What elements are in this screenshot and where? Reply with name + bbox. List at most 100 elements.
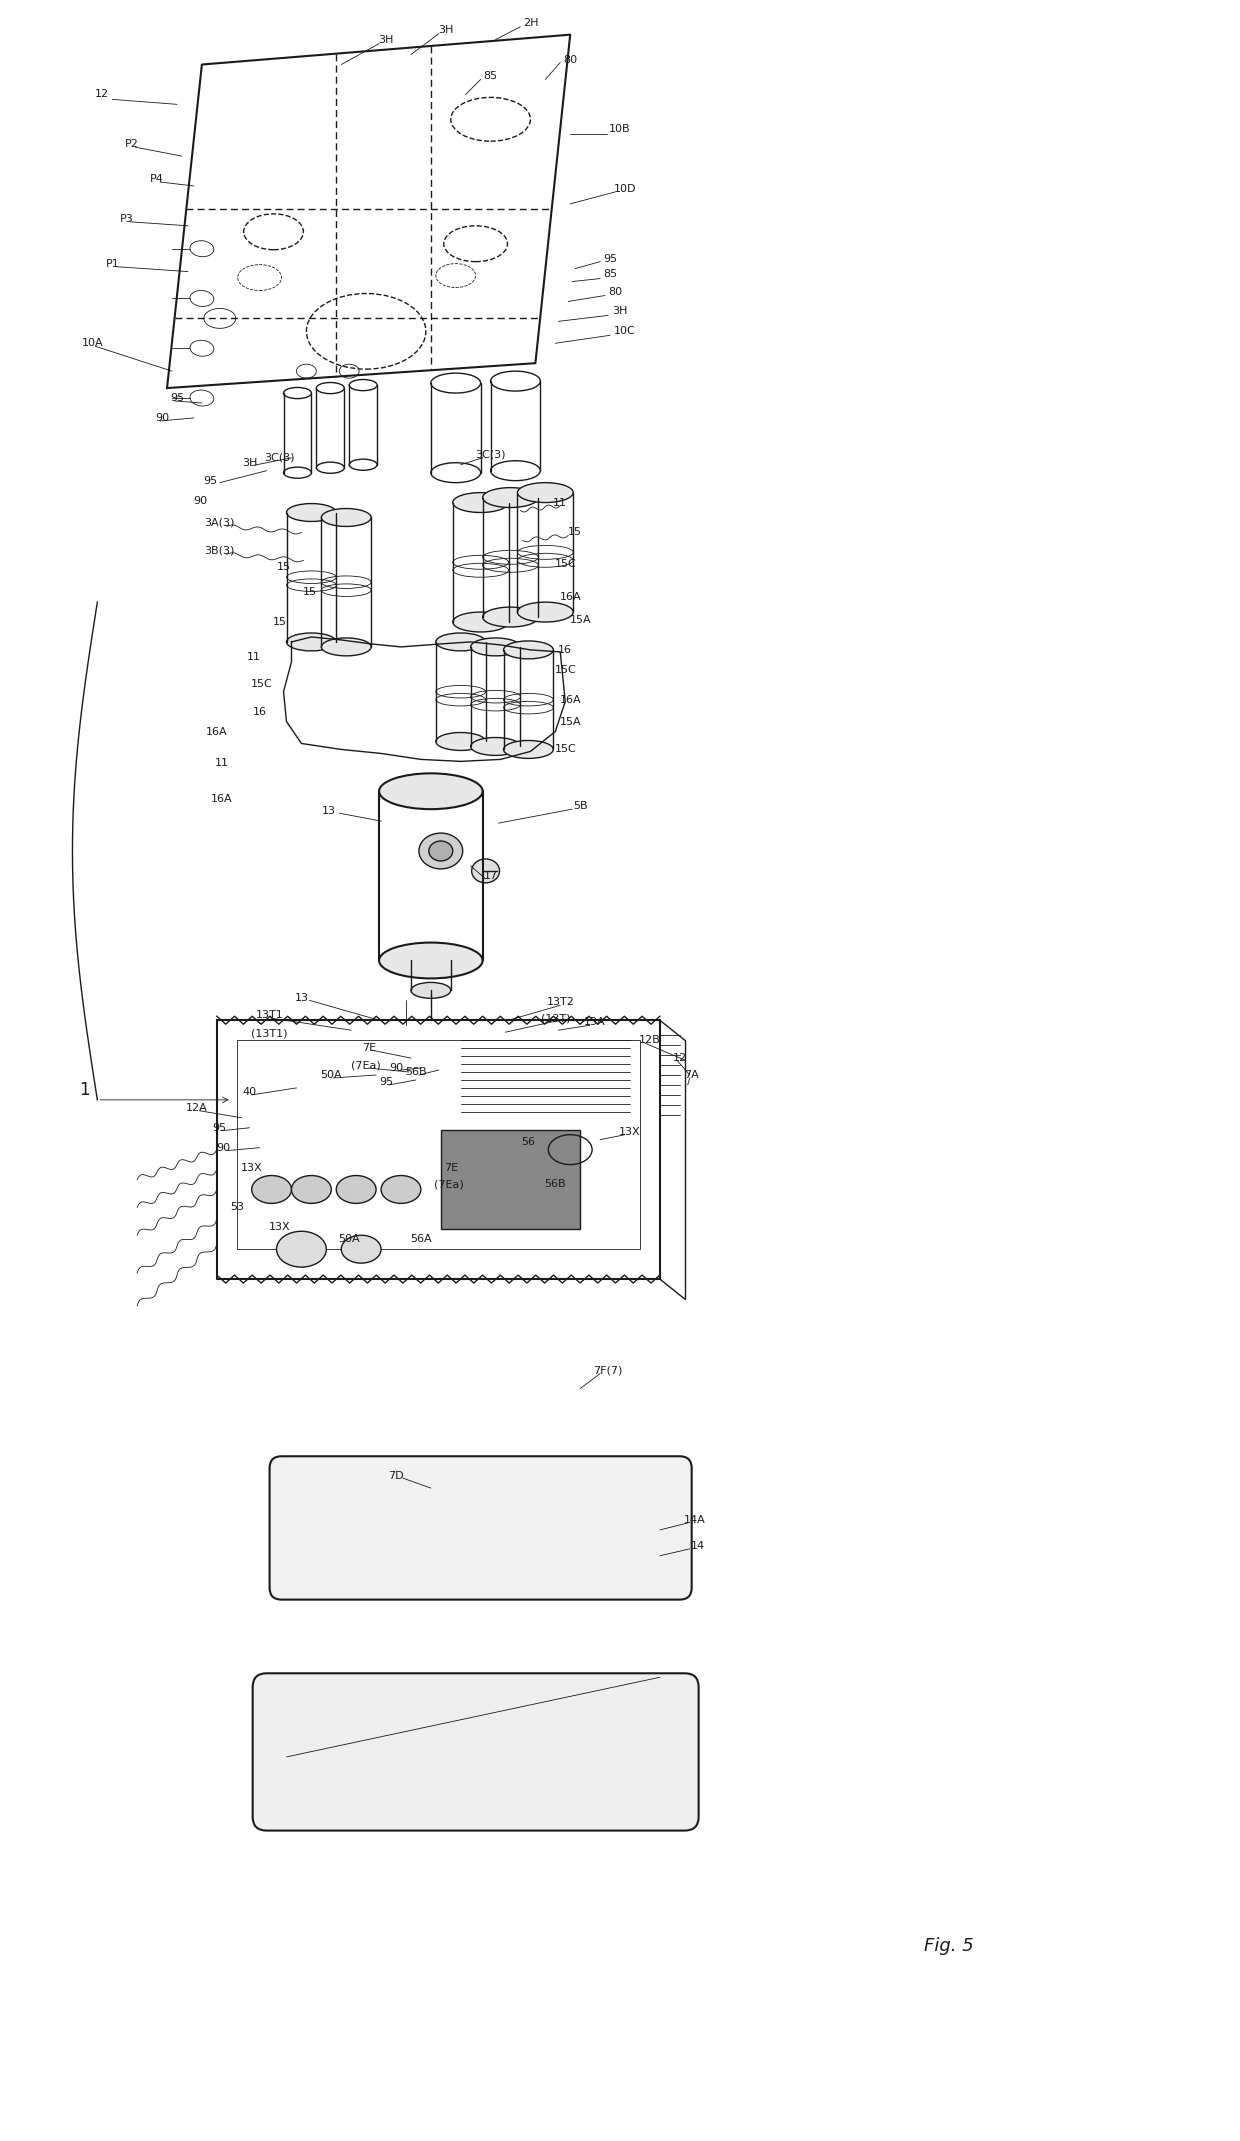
Text: 56: 56 [521,1137,536,1148]
Text: (7Ea): (7Ea) [434,1180,464,1190]
Text: 7E: 7E [444,1163,458,1173]
Text: 11: 11 [215,758,229,769]
Text: 15C: 15C [250,679,273,689]
Ellipse shape [379,942,482,978]
Text: 12: 12 [95,90,109,98]
Text: P3: P3 [120,214,134,225]
Text: (13T): (13T) [541,1013,570,1023]
Ellipse shape [291,1175,331,1203]
Text: 56B: 56B [544,1180,567,1190]
Text: 5B: 5B [573,801,588,811]
Text: 3H: 3H [242,458,258,467]
Text: 12A: 12A [186,1103,208,1113]
Text: 2H: 2H [522,17,538,28]
Text: 16A: 16A [206,726,228,737]
Text: 80: 80 [563,54,578,64]
Text: 7A: 7A [684,1070,699,1079]
Text: 56A: 56A [410,1233,432,1244]
Text: P4: P4 [150,173,164,184]
Text: 3H: 3H [438,26,454,34]
Text: 90: 90 [155,413,169,424]
Text: 13X: 13X [619,1126,641,1137]
Text: 3H: 3H [613,306,627,317]
Bar [440,1130,580,1229]
Text: 90: 90 [217,1143,231,1152]
Text: P1: P1 [105,259,119,268]
Text: 13: 13 [294,993,309,1004]
Text: 90: 90 [389,1064,403,1073]
Text: 15A: 15A [569,614,591,625]
Text: 56B: 56B [405,1066,427,1077]
Text: 12B: 12B [639,1034,661,1045]
Ellipse shape [435,732,486,751]
Text: 95: 95 [603,253,618,263]
Text: 16: 16 [558,644,572,655]
Ellipse shape [517,482,573,503]
Text: 90: 90 [193,495,207,505]
Text: 7D: 7D [388,1471,404,1482]
Text: 15C: 15C [554,559,577,570]
Text: 85: 85 [603,268,618,278]
Text: 3C(3): 3C(3) [264,452,295,462]
Text: 15: 15 [273,617,286,627]
Text: Fig. 5: Fig. 5 [924,1938,973,1955]
Text: 13X: 13X [269,1223,290,1233]
FancyBboxPatch shape [269,1456,692,1599]
Ellipse shape [435,634,486,651]
Text: 53: 53 [229,1203,244,1212]
Ellipse shape [321,510,371,527]
Text: 15: 15 [277,563,290,572]
Ellipse shape [471,737,521,756]
Text: 14A: 14A [683,1516,706,1524]
Ellipse shape [381,1175,420,1203]
Text: 13T1: 13T1 [255,1011,284,1021]
Text: 14: 14 [691,1542,704,1550]
Text: 1: 1 [79,1081,89,1098]
Text: 13: 13 [322,807,336,816]
Ellipse shape [453,612,508,632]
Text: 3B(3): 3B(3) [205,546,236,555]
Text: 15: 15 [303,587,316,597]
Text: 12: 12 [672,1053,687,1064]
Text: 10B: 10B [609,124,631,135]
Ellipse shape [453,492,508,512]
Text: P2: P2 [125,139,139,150]
Text: 3C(3): 3C(3) [475,450,506,460]
Text: 15C: 15C [554,666,577,674]
Ellipse shape [379,773,482,809]
Text: 15: 15 [568,527,583,537]
Text: 15C: 15C [554,745,577,754]
Text: 50A: 50A [320,1070,342,1079]
Ellipse shape [471,859,500,882]
Text: 11: 11 [247,651,260,662]
Text: 16A: 16A [559,694,582,704]
Text: 13T2: 13T2 [547,998,574,1006]
Text: (13T1): (13T1) [252,1028,288,1038]
Ellipse shape [471,638,521,655]
Text: 11: 11 [553,497,567,507]
Text: 80: 80 [608,287,622,295]
Text: 10A: 10A [82,338,103,349]
Ellipse shape [341,1235,381,1263]
Ellipse shape [503,640,553,659]
Text: 16A: 16A [211,794,233,805]
Text: 16: 16 [253,707,267,717]
Text: 95: 95 [170,394,184,403]
Text: 16A: 16A [559,593,582,602]
Text: (7Ea): (7Ea) [351,1060,381,1070]
Text: 13A: 13A [584,1017,606,1028]
Ellipse shape [336,1175,376,1203]
Text: 10C: 10C [614,325,636,336]
Text: 95: 95 [203,475,217,486]
Text: 95: 95 [379,1077,393,1088]
Bar [237,1041,640,1248]
Ellipse shape [277,1231,326,1267]
Text: 40: 40 [243,1088,257,1096]
FancyBboxPatch shape [253,1674,698,1831]
Ellipse shape [482,608,538,627]
Ellipse shape [429,841,453,861]
Text: 95: 95 [213,1122,227,1133]
Ellipse shape [321,638,371,655]
Ellipse shape [419,833,463,869]
Text: 7F(7): 7F(7) [594,1366,622,1377]
